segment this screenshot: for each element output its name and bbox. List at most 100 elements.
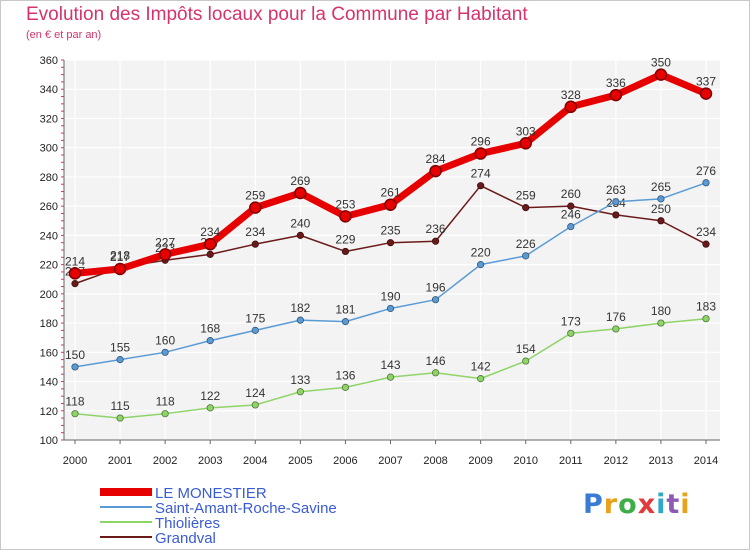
- data-point-thioli-res: [296, 388, 304, 396]
- x-tick-label: 2002: [153, 455, 177, 467]
- data-point-grandval: [296, 231, 304, 239]
- data-label-le-monestier: 328: [561, 88, 581, 102]
- data-point-grandval: [71, 280, 79, 288]
- y-tick-label: 120: [40, 406, 58, 418]
- data-label-saint-amant-roche-savine: 175: [245, 311, 265, 325]
- data-point-saint-amant-roche-savine: [161, 348, 169, 356]
- y-tick-label: 140: [40, 377, 58, 389]
- x-tick-label: 2006: [333, 455, 357, 467]
- x-tick-label: 2003: [198, 455, 222, 467]
- data-label-le-monestier: 253: [335, 197, 355, 211]
- data-point-grandval: [431, 237, 440, 245]
- data-label-grandval: 218: [110, 249, 130, 263]
- data-label-grandval: 234: [245, 225, 265, 239]
- data-point-grandval: [567, 202, 575, 210]
- data-label-saint-amant-roche-savine: 226: [516, 237, 536, 251]
- data-label-saint-amant-roche-savine: 276: [696, 164, 716, 178]
- data-label-le-monestier: 269: [290, 174, 310, 188]
- data-point-thioli-res: [386, 373, 395, 381]
- data-label-le-monestier: 337: [696, 75, 716, 89]
- data-label-thioli-res: 173: [561, 314, 581, 328]
- y-tick-label: 200: [40, 289, 58, 301]
- data-point-le-monestier: [699, 87, 713, 100]
- y-tick-label: 360: [40, 55, 58, 67]
- x-tick-label: 2010: [513, 455, 537, 467]
- data-label-grandval: 274: [471, 167, 491, 181]
- data-label-le-monestier: 350: [651, 56, 671, 70]
- data-point-le-monestier: [249, 201, 262, 214]
- y-tick-label: 300: [40, 143, 58, 155]
- logo-letter: o: [618, 489, 638, 520]
- data-label-saint-amant-roche-savine: 168: [200, 322, 220, 336]
- data-point-saint-amant-roche-savine: [522, 252, 530, 260]
- chart-title: Evolution des Impôts locaux pour la Comm…: [26, 4, 528, 25]
- data-point-le-monestier: [519, 137, 532, 150]
- legend-label: Thiolières: [155, 515, 220, 532]
- data-label-saint-amant-roche-savine: 246: [561, 208, 581, 222]
- x-tick-label: 2004: [243, 455, 267, 467]
- x-tick-label: 2005: [288, 455, 312, 467]
- data-point-thioli-res: [657, 319, 665, 327]
- data-label-saint-amant-roche-savine: 263: [606, 183, 626, 197]
- logo-letter: r: [603, 489, 619, 520]
- data-label-thioli-res: 154: [516, 342, 536, 356]
- data-point-saint-amant-roche-savine: [477, 261, 485, 269]
- y-tick-label: 260: [40, 201, 58, 213]
- data-point-le-monestier: [474, 147, 487, 160]
- legend-label: Grandval: [155, 530, 216, 547]
- y-tick-label: 180: [40, 318, 58, 330]
- data-label-le-monestier: 303: [516, 124, 536, 138]
- data-point-thioli-res: [702, 315, 710, 323]
- data-point-saint-amant-roche-savine: [251, 326, 259, 334]
- y-tick-label: 160: [40, 347, 58, 359]
- data-point-saint-amant-roche-savine: [116, 356, 124, 364]
- x-tick-label: 2012: [604, 455, 628, 467]
- data-label-saint-amant-roche-savine: 196: [426, 281, 446, 295]
- y-tick-label: 280: [40, 172, 58, 184]
- x-tick-label: 2008: [423, 455, 447, 467]
- data-label-thioli-res: 183: [696, 300, 716, 314]
- data-label-grandval: 236: [426, 222, 446, 236]
- data-point-le-monestier: [564, 100, 578, 114]
- data-point-le-monestier: [429, 164, 442, 178]
- data-point-thioli-res: [477, 375, 485, 383]
- data-label-saint-amant-roche-savine: 160: [155, 333, 175, 347]
- data-point-thioli-res: [251, 401, 259, 409]
- logo-letter: i: [680, 489, 691, 520]
- data-label-grandval: 259: [516, 189, 536, 203]
- data-point-le-monestier: [339, 210, 352, 223]
- legend-label: LE MONESTIER: [155, 485, 267, 502]
- y-tick-label: 320: [40, 113, 58, 125]
- data-label-thioli-res: 136: [335, 368, 355, 382]
- data-point-grandval: [612, 211, 620, 219]
- data-point-thioli-res: [71, 410, 79, 418]
- data-label-saint-amant-roche-savine: 190: [380, 289, 400, 303]
- data-point-thioli-res: [161, 410, 169, 418]
- data-point-le-monestier: [609, 88, 623, 102]
- x-tick-label: 2013: [649, 455, 673, 467]
- data-label-grandval: 260: [561, 187, 581, 201]
- data-point-saint-amant-roche-savine: [431, 296, 440, 304]
- logo-letter: t: [666, 489, 681, 520]
- data-label-saint-amant-roche-savine: 220: [471, 246, 491, 260]
- legend-label: Saint-Amant-Roche-Savine: [155, 500, 337, 517]
- data-label-grandval: 235: [380, 224, 400, 238]
- data-label-thioli-res: 122: [200, 389, 220, 403]
- chart-subtitle: (en € et par an): [26, 29, 102, 41]
- data-label-grandval: 234: [696, 225, 716, 239]
- logo-letter: P: [583, 489, 604, 520]
- data-point-grandval: [477, 182, 485, 190]
- data-label-le-monestier: 261: [380, 186, 400, 200]
- data-label-le-monestier: 234: [200, 225, 220, 239]
- data-label-thioli-res: 143: [380, 358, 400, 372]
- data-label-thioli-res: 146: [426, 354, 446, 368]
- data-label-thioli-res: 118: [156, 395, 175, 409]
- data-point-saint-amant-roche-savine: [567, 223, 575, 231]
- data-point-le-monestier: [158, 248, 172, 261]
- data-point-saint-amant-roche-savine: [71, 363, 79, 371]
- data-point-saint-amant-roche-savine: [657, 195, 665, 203]
- proxiti-logo: Proxiti: [583, 489, 691, 520]
- data-label-le-monestier: 284: [426, 152, 446, 166]
- data-label-le-monestier: 259: [245, 189, 265, 203]
- data-point-le-monestier: [68, 267, 82, 280]
